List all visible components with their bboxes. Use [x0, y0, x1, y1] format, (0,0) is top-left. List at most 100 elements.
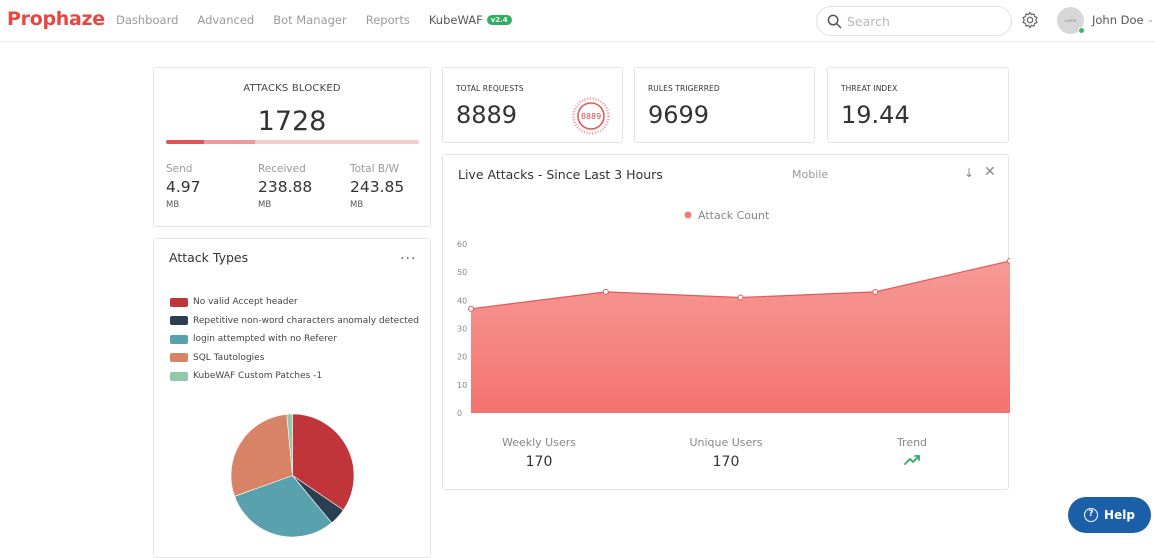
metric-label: TOTAL REQUESTS [456, 84, 524, 93]
attacks-progress-bar [166, 140, 419, 144]
metric-label: THREAT INDEX [841, 84, 898, 93]
data-point[interactable] [737, 294, 744, 301]
pie-slice[interactable] [292, 413, 355, 511]
stat-value: 170 [525, 454, 553, 470]
y-tick-label: 60 [457, 240, 467, 249]
y-tick-label: 10 [457, 381, 467, 390]
data-point[interactable] [872, 288, 879, 295]
chart-legend-label: Attack Count [698, 209, 770, 222]
brand-logo[interactable]: Prophaze [7, 8, 105, 30]
stat-value: 243.85 [350, 178, 405, 196]
stat-label: Total B/W [350, 163, 399, 175]
rules-triggered-card: RULES TRIGERRED 9699 [634, 67, 815, 143]
stat-label: Received [258, 163, 306, 175]
search-input[interactable] [847, 13, 997, 29]
chevron-down-icon[interactable]: ⌄ [1147, 15, 1154, 24]
help-label: Help [1104, 508, 1135, 522]
unique-users-stat: Unique Users 170 [666, 436, 786, 470]
stat-unit: MB [350, 200, 364, 210]
pie-slice[interactable] [234, 475, 333, 538]
legend-item[interactable]: Repetitive non-word characters anomaly d… [170, 312, 419, 331]
data-point[interactable] [1007, 257, 1011, 264]
help-button[interactable]: ? Help [1068, 497, 1151, 533]
stat-value: 4.97 [166, 178, 201, 196]
avatar-text: name [1064, 18, 1077, 23]
legend-label: login attempted with no Referer [193, 334, 337, 345]
gear-icon[interactable] [1021, 11, 1039, 29]
y-tick-label: 40 [457, 296, 467, 305]
download-icon[interactable]: ↓ [964, 166, 975, 180]
metric-value: 8889 [456, 101, 518, 129]
search-icon [827, 14, 842, 29]
trend-stat: Trend [852, 436, 972, 469]
attack-types-title: Attack Types [169, 250, 249, 265]
data-point[interactable] [468, 305, 474, 312]
stat-received: Received 238.88 MB [258, 163, 312, 210]
progress-segment-secondary [203, 140, 255, 144]
weekly-users-stat: Weekly Users 170 [479, 436, 599, 470]
nav-reports[interactable]: Reports [365, 13, 410, 27]
y-tick-label: 0 [457, 409, 462, 418]
legend-item[interactable]: SQL Tautologies [170, 349, 419, 368]
user-name[interactable]: John Doe [1092, 13, 1144, 27]
main-nav: Dashboard Advanced Bot Manager Reports K… [116, 13, 512, 27]
legend-label: SQL Tautologies [193, 352, 265, 363]
legend-item[interactable]: KubeWAF Custom Patches -1 [170, 367, 419, 386]
legend-swatch [170, 334, 188, 344]
stat-value: 238.88 [258, 178, 313, 196]
attack-count-area [471, 260, 1010, 413]
top-navbar: Prophaze Dashboard Advanced Bot Manager … [0, 0, 1155, 42]
threat-index-card: THREAT INDEX 19.44 [827, 67, 1009, 143]
legend-item[interactable]: No valid Accept header [170, 293, 419, 312]
attack-types-pie-chart [230, 413, 355, 538]
pie-slice[interactable] [286, 413, 293, 476]
nav-dashboard[interactable]: Dashboard [116, 13, 179, 27]
live-attacks-area-chart: Attack Count 0 10 20 30 40 50 60 [457, 209, 1011, 418]
y-tick-label: 20 [457, 353, 467, 362]
legend-swatch [170, 316, 188, 326]
metric-value: 9699 [648, 101, 710, 129]
nav-advanced[interactable]: Advanced [197, 13, 255, 27]
nav-bot-manager[interactable]: Bot Manager [273, 13, 347, 27]
requests-stamp-icon: 8889 [572, 97, 610, 135]
more-options-icon[interactable]: ... [400, 247, 417, 263]
close-icon[interactable]: ✕ [984, 164, 996, 180]
nav-kubewaf-label: KubeWAF [428, 13, 483, 27]
legend-label: Repetitive non-word characters anomaly d… [193, 315, 419, 326]
attacks-blocked-title: ATTACKS BLOCKED [243, 83, 341, 94]
legend-swatch [170, 297, 188, 307]
total-requests-card: TOTAL REQUESTS 8889 8889 [442, 67, 623, 143]
legend-label: KubeWAF Custom Patches -1 [193, 371, 323, 382]
stat-label: Weekly Users [501, 436, 576, 449]
stat-total-bw: Total B/W 243.85 MB [350, 163, 404, 210]
legend-swatch [170, 353, 188, 363]
stat-value: 170 [712, 454, 740, 470]
trend-up-icon [904, 455, 920, 465]
pie-slice[interactable] [230, 413, 293, 497]
attack-types-card: Attack Types ... No valid Accept header R… [153, 238, 431, 558]
chart-legend-marker [684, 211, 692, 219]
attacks-blocked-card: ATTACKS BLOCKED 1728 Send 4.97 MB Receiv… [153, 67, 431, 227]
version-badge: v2.4 [486, 15, 512, 25]
stat-send: Send 4.97 MB [166, 163, 201, 210]
live-attacks-title: Live Attacks - Since Last 3 Hours [458, 167, 663, 182]
legend-swatch [170, 371, 188, 381]
stat-label: Send [166, 163, 193, 175]
data-point[interactable] [602, 288, 609, 295]
nav-kubewaf[interactable]: KubeWAF v2.4 [429, 13, 512, 27]
stat-unit: MB [166, 200, 180, 210]
online-status-dot [1078, 27, 1085, 34]
requests-stamp-text: 8889 [581, 112, 601, 121]
attack-types-legend: No valid Accept header Repetitive non-wor… [170, 293, 419, 386]
metric-label: RULES TRIGERRED [648, 84, 720, 93]
search-box[interactable] [816, 6, 1012, 36]
stat-label: Unique Users [689, 436, 763, 449]
metric-value: 19.44 [841, 101, 910, 129]
avatar[interactable]: name [1057, 7, 1085, 34]
device-filter[interactable]: Mobile [792, 168, 829, 181]
y-tick-label: 30 [457, 325, 467, 334]
legend-item[interactable]: login attempted with no Referer [170, 330, 419, 349]
question-icon: ? [1084, 508, 1099, 522]
stat-unit: MB [258, 200, 272, 210]
attacks-blocked-count: 1728 [257, 106, 327, 137]
